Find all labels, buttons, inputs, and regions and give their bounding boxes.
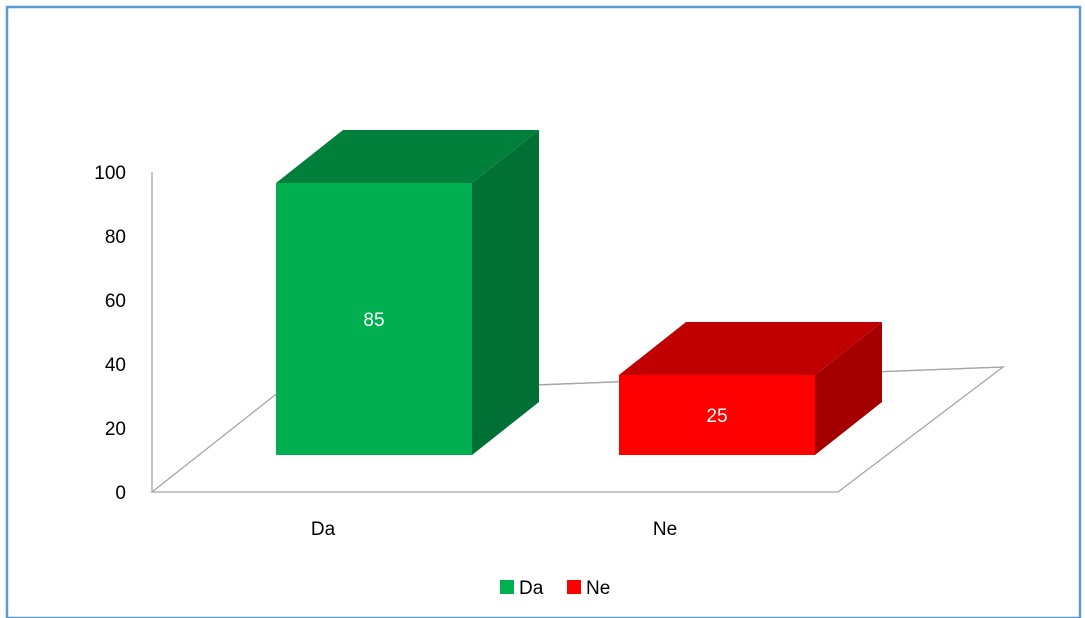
bar-da: 85: [276, 130, 539, 455]
y-axis-ticks: 0 20 40 60 80 100: [94, 163, 126, 504]
legend-swatch: [567, 580, 581, 594]
y-tick-label: 40: [105, 355, 126, 376]
bar-front-face: [619, 375, 815, 455]
legend-entry-ne: Ne: [567, 578, 610, 599]
bar-top-face: [619, 322, 882, 375]
legend-entry-da: Da: [500, 578, 544, 599]
bar-side-face: [472, 130, 539, 455]
x-category-label: Ne: [653, 519, 677, 540]
legend-swatch: [500, 580, 514, 594]
legend: Da Ne: [500, 578, 610, 599]
bar-front-face: [276, 183, 472, 455]
y-tick-label: 80: [105, 227, 126, 248]
legend-label: Da: [519, 578, 544, 599]
y-tick-label: 20: [105, 419, 126, 440]
bars: 85 25: [276, 130, 882, 455]
x-category-label: Da: [311, 519, 336, 540]
bar-top-face: [276, 130, 539, 183]
y-tick-label: 100: [94, 163, 126, 184]
bar-data-label: 85: [363, 310, 384, 331]
y-tick-label: 60: [105, 291, 126, 312]
y-tick-label: 0: [115, 483, 126, 504]
x-axis-categories: Da Ne: [311, 519, 677, 540]
bar-side-face: [815, 322, 882, 455]
bar-ne: 25: [619, 322, 882, 455]
bar-data-label: 25: [706, 406, 727, 427]
legend-label: Ne: [586, 578, 610, 599]
